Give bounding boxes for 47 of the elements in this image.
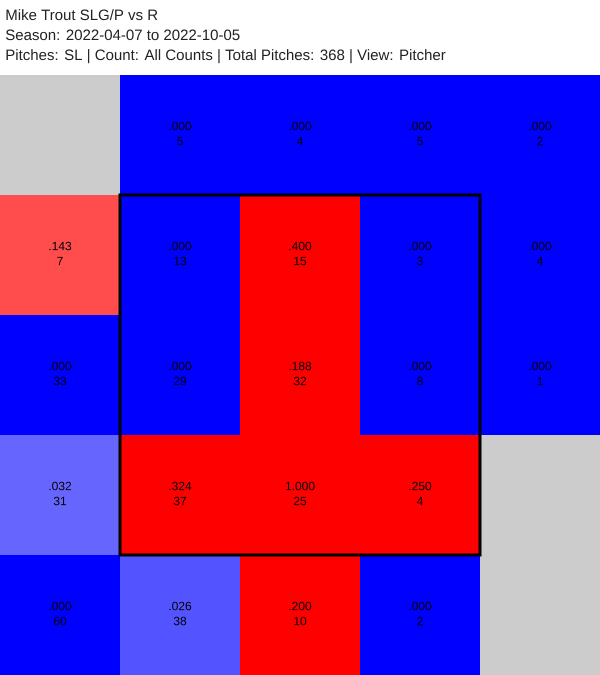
data-label: .250 xyxy=(409,482,432,490)
data-label: .032 xyxy=(49,482,72,490)
text: 5 xyxy=(417,136,423,146)
text: 25 xyxy=(294,496,306,506)
text: 29 xyxy=(174,376,186,386)
data-label: .000 xyxy=(529,242,552,250)
text: 32 xyxy=(294,376,306,386)
data-label: .000 xyxy=(529,362,552,370)
data-label: .000 xyxy=(49,362,72,370)
data-label: .000 xyxy=(169,122,192,130)
data-label: .000 xyxy=(409,602,432,610)
data-label: .188 xyxy=(289,362,312,370)
text: 13 xyxy=(174,256,186,266)
text: 4 xyxy=(296,136,303,146)
text: 37 xyxy=(174,496,186,506)
text: 7 xyxy=(57,256,63,266)
data-label: .400 xyxy=(289,242,312,250)
data-label: .200 xyxy=(289,602,312,610)
text: 3 xyxy=(417,256,423,266)
text: 33 xyxy=(54,376,66,386)
text: 38 xyxy=(174,616,186,626)
data-label: .000 xyxy=(169,242,192,250)
text: Pitches: SL | Count: All Counts | Total Pitches: 368 | View: Pitcher xyxy=(6,49,446,64)
data-label: .143 xyxy=(49,242,72,250)
chart-subtitle: Season: 2022-04-07 to 2022-10-05 xyxy=(6,30,240,40)
text: 4 xyxy=(416,496,423,506)
data-label: .000 xyxy=(529,122,552,130)
data-label: .000 xyxy=(409,122,432,130)
text: 1 xyxy=(538,376,543,386)
text: 31 xyxy=(54,496,66,506)
text: 2 xyxy=(537,136,543,146)
chart-title: Mike Trout SLG/P vs R xyxy=(6,9,158,20)
data-label: .000 xyxy=(169,362,192,370)
data-label: .000 xyxy=(289,122,312,130)
text: 4 xyxy=(536,256,543,266)
text: 60 xyxy=(54,616,66,626)
text: 5 xyxy=(177,136,183,146)
data-label: 1.000 xyxy=(286,482,315,490)
text: 2 xyxy=(417,616,423,626)
data-label: .324 xyxy=(169,482,192,490)
text: 10 xyxy=(294,616,306,626)
data-label: .000 xyxy=(409,362,432,370)
data-label: .000 xyxy=(409,242,432,250)
text: 15 xyxy=(294,256,306,266)
data-label: .026 xyxy=(169,602,192,610)
data-label: .000 xyxy=(49,602,72,610)
text: 8 xyxy=(417,376,423,386)
